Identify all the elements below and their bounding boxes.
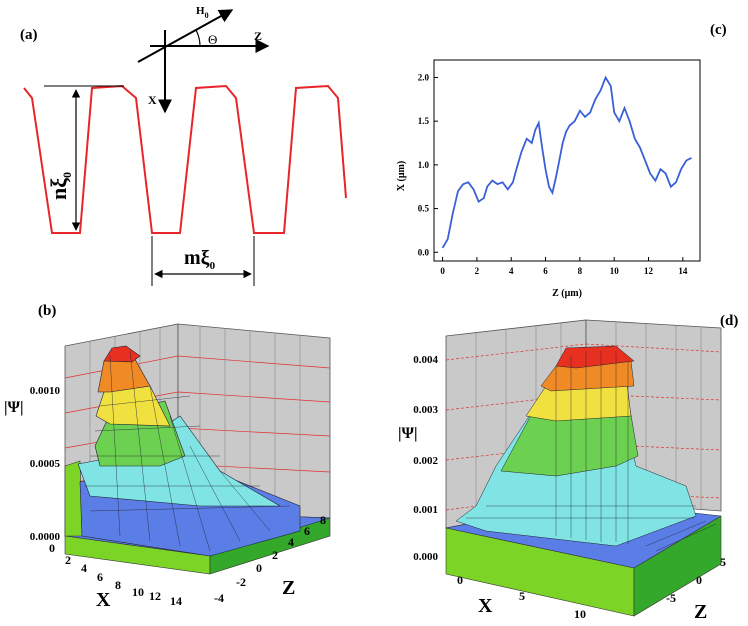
x-axis-title: Z (μm) xyxy=(552,288,582,299)
x-tick-label: 2 xyxy=(475,266,480,276)
surface-profile xyxy=(23,84,347,234)
d-vtick: 0.001 xyxy=(413,504,438,516)
b-ztick: -4 xyxy=(214,591,224,605)
x-tick-label: 8 xyxy=(578,266,583,276)
b-xtick: 10 xyxy=(132,585,144,599)
x-tick-label: 6 xyxy=(543,266,548,276)
data-line xyxy=(441,75,692,249)
d-xlabel: X xyxy=(478,595,493,617)
b-ylabel: Z xyxy=(282,577,295,599)
y-tick-label: 0.0 xyxy=(418,247,430,257)
panel-a-figure: H0 Z Θ X nξ0 mξ0 xyxy=(23,5,347,286)
b-zlabel: |Ψ| xyxy=(4,399,24,416)
b-xtick: 14 xyxy=(170,594,182,608)
n-xi-label: nξ0 xyxy=(46,172,74,200)
d-ztick: 5 xyxy=(720,555,726,569)
z-axis-label: Z xyxy=(254,29,262,43)
x-tick-label: 14 xyxy=(678,266,688,276)
x-tick-label: 10 xyxy=(610,266,620,276)
d-ylabel: Z xyxy=(694,601,707,623)
x-tick-label: 12 xyxy=(644,266,654,276)
panel-a-label: (a) xyxy=(20,27,38,43)
x-tick-label: 4 xyxy=(509,266,514,276)
d-ztick: -5 xyxy=(666,591,676,605)
y-tick-label: 2.0 xyxy=(418,72,430,82)
b-xtick: 12 xyxy=(149,589,161,603)
b-vtick: 0.0005 xyxy=(30,458,61,470)
surface-yellow xyxy=(95,385,171,427)
d-xtick: 5 xyxy=(519,589,525,603)
b-ztick: 2 xyxy=(272,548,278,562)
b-xtick: 8 xyxy=(115,578,121,592)
b-vtick: 0.0010 xyxy=(30,385,61,397)
h0-label: H0 xyxy=(196,5,209,20)
d-vtick: 0.004 xyxy=(413,354,438,366)
surface-red xyxy=(103,345,141,363)
surface-orange xyxy=(97,353,151,393)
surface-red-d xyxy=(555,345,635,369)
b-ztick: 6 xyxy=(304,524,310,538)
b-ztick: 4 xyxy=(288,535,294,549)
d-vtick: 0.002 xyxy=(413,455,438,467)
b-ztick: 0 xyxy=(256,561,262,575)
green-slab xyxy=(64,460,83,537)
d-vtick: 0.000 xyxy=(413,551,438,563)
base-right-d xyxy=(633,515,722,617)
plot-frame xyxy=(433,59,701,262)
d-xtick: 10 xyxy=(574,607,586,621)
b-ztick: 8 xyxy=(320,513,326,527)
y-tick-label: 1.0 xyxy=(418,160,430,170)
panel-c-label: (c) xyxy=(710,22,727,38)
theta-arc xyxy=(195,29,201,47)
surface-orange-d xyxy=(540,360,635,392)
theta-label: Θ xyxy=(208,32,217,47)
d-vtick: 0.003 xyxy=(413,404,438,416)
d-xtick: 0 xyxy=(457,573,463,587)
b-xtick: 0 xyxy=(49,541,55,555)
m-xi-label: mξ0 xyxy=(184,247,216,272)
b-vtick: 0.0000 xyxy=(30,531,61,543)
d-zlabel: |Ψ| xyxy=(398,425,418,442)
b-ztick: -2 xyxy=(236,575,246,589)
y-tick-label: 1.5 xyxy=(418,116,430,126)
d-ztick: 0 xyxy=(696,573,702,587)
x-axis-label: X xyxy=(148,93,157,107)
x-tick-label: 0 xyxy=(440,266,445,276)
b-xtick: 4 xyxy=(81,561,87,575)
b-xtick: 2 xyxy=(65,553,71,567)
y-axis-title: X (μm) xyxy=(396,161,407,191)
h0-arrow xyxy=(137,9,234,63)
panel-b-label: (b) xyxy=(38,303,57,319)
panel-c-chart: 0 2 4 6 8 10 12 14 0.0 0.5 1.0 1.5 2.0 X (μm) Z (μm) xyxy=(396,59,701,299)
panel-d-label: (d) xyxy=(720,313,739,329)
b-xtick: 6 xyxy=(97,570,103,584)
b-xlabel: X xyxy=(96,589,111,611)
y-tick-label: 0.5 xyxy=(418,204,430,214)
